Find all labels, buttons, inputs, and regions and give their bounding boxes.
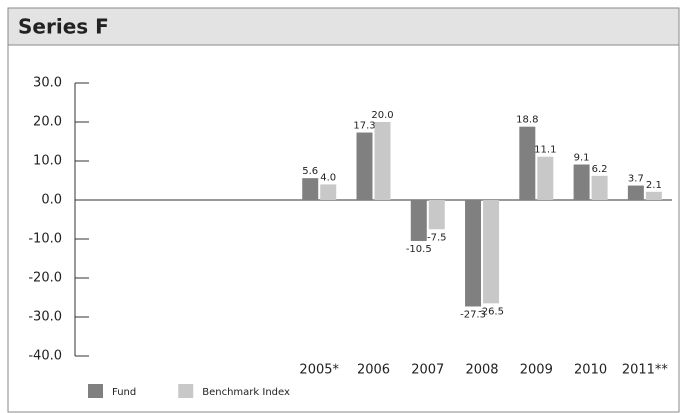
value-label: 18.8: [516, 115, 538, 126]
bar: [627, 185, 644, 200]
value-label: -27.3: [460, 309, 486, 320]
bar: [519, 126, 536, 200]
value-label: 2.1: [646, 180, 662, 191]
x-tick-label: 2006: [357, 363, 390, 378]
bar: [410, 200, 427, 241]
legend-label: Fund: [112, 387, 136, 398]
legend-swatch: [88, 384, 103, 398]
value-label: 11.1: [534, 145, 556, 156]
value-label: 5.6: [302, 166, 318, 177]
x-tick-label: 2005*: [299, 363, 339, 378]
legend-label: Benchmark Index: [202, 387, 290, 398]
x-tick-label: 2010: [574, 363, 607, 378]
value-label: -7.5: [427, 232, 447, 243]
value-label: 9.1: [574, 153, 590, 164]
value-label: 3.7: [628, 174, 644, 185]
bar: [320, 184, 337, 200]
y-tick-label: -30.0: [28, 310, 62, 325]
chart-title: Series F: [18, 15, 109, 39]
value-label: 6.2: [592, 164, 608, 175]
y-tick-label: -20.0: [28, 271, 62, 286]
y-tick-label: 30.0: [33, 76, 62, 91]
frame: [7, 7, 680, 413]
legend-swatch: [178, 384, 194, 398]
bar: [302, 178, 319, 200]
value-label: 20.0: [371, 110, 393, 121]
y-tick-label: 0.0: [41, 193, 62, 208]
x-tick-label: 2009: [520, 363, 553, 378]
bar: [428, 200, 445, 230]
y-tick-label: 10.0: [33, 154, 62, 169]
bar: [537, 156, 554, 200]
bar: [645, 191, 662, 200]
x-tick-label: 2011**: [622, 363, 669, 378]
x-tick-label: 2007: [411, 363, 444, 378]
bar: [374, 122, 391, 200]
x-tick-label: 2008: [465, 363, 498, 378]
bar: [573, 164, 590, 200]
value-label: -26.5: [478, 306, 504, 317]
value-label: 17.3: [353, 121, 375, 132]
value-label: 4.0: [320, 172, 336, 183]
y-tick-label: 20.0: [33, 115, 62, 130]
y-tick-label: -40.0: [28, 349, 62, 364]
bar: [483, 200, 500, 304]
header-bar: [7, 7, 680, 46]
bar: [465, 200, 482, 307]
bar: [356, 132, 373, 200]
value-label: -10.5: [406, 244, 432, 255]
bar: [591, 175, 608, 200]
y-tick-label: -10.0: [28, 232, 62, 247]
